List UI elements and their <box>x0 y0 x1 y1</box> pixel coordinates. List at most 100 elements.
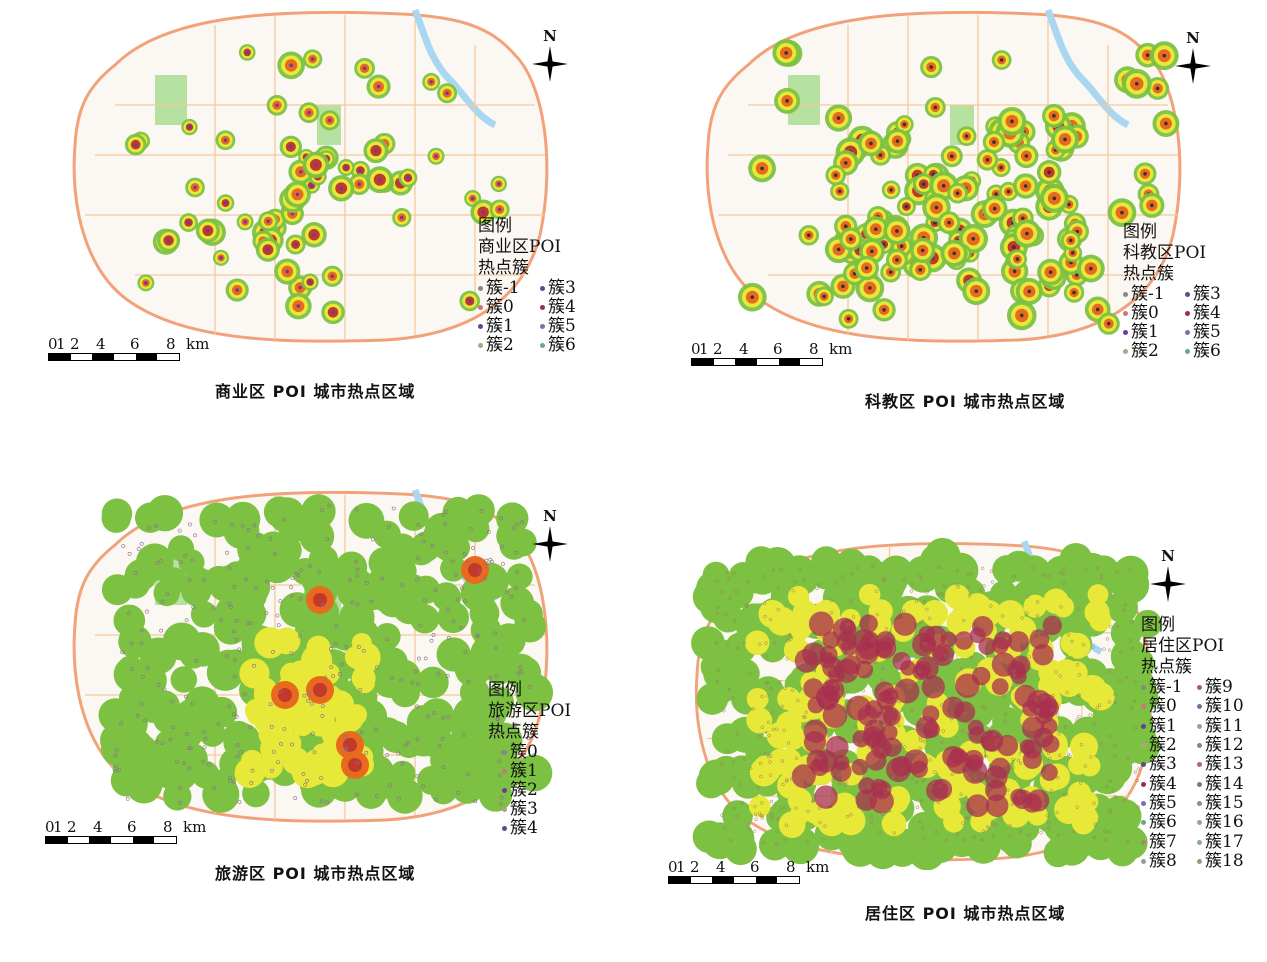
legend-dot-icon <box>478 343 483 348</box>
hotspot <box>1064 282 1084 302</box>
hotspot <box>459 291 480 312</box>
compass-icon <box>530 44 570 84</box>
heat-blob <box>779 811 806 838</box>
legend-item: 簇3 <box>1185 285 1247 304</box>
heat-blob <box>192 761 220 789</box>
hotspot <box>181 119 197 135</box>
legend-dot-icon <box>1141 743 1146 748</box>
heat-blob <box>721 579 749 607</box>
legend-dot-icon <box>1185 349 1190 354</box>
legend-item-label: 簇-1 <box>1131 285 1165 304</box>
legend-item-label: 簇4 <box>1149 775 1177 794</box>
legend-item-label: 簇8 <box>1149 852 1177 871</box>
legend-dot-icon <box>502 750 507 755</box>
legend-subtitle: 热点簇 <box>1141 657 1257 678</box>
heat-dense <box>942 746 964 768</box>
heat-blob <box>191 601 217 627</box>
hotspot <box>179 213 198 232</box>
hotspot <box>872 298 895 321</box>
heat-blob <box>745 630 770 655</box>
heat-blob <box>390 761 416 787</box>
heat-blob <box>301 494 335 528</box>
heat-dense <box>992 678 1009 695</box>
legend-dot-icon <box>540 343 545 348</box>
hotspot <box>226 278 249 301</box>
scale-unit: km <box>183 818 206 836</box>
hotspot <box>366 166 393 193</box>
caption-residential: 居住区 POI 城市热点区域 <box>865 900 1065 924</box>
legend-item: 簇-1 <box>478 279 540 298</box>
legend-item-label: 簇2 <box>1131 342 1159 361</box>
hotspot <box>303 49 322 68</box>
scale-tick-label: 2 <box>690 858 700 876</box>
legend-dot-icon <box>1197 724 1202 729</box>
heat-blob <box>788 586 809 607</box>
hotspot <box>1061 231 1081 251</box>
heat-blob <box>710 756 742 788</box>
legend-dot-icon <box>1197 762 1202 767</box>
legend-item-label: 簇18 <box>1205 852 1244 871</box>
heat-dense <box>911 761 928 778</box>
hotspot <box>1152 110 1179 137</box>
heat-dense <box>826 736 849 759</box>
hotspot <box>1008 249 1027 268</box>
heat-blob <box>1054 659 1078 683</box>
legend-item: 簇8 <box>1141 852 1197 871</box>
legend-dot-icon <box>1141 704 1146 709</box>
heat-blob <box>392 582 419 609</box>
hotspot <box>938 211 961 234</box>
heat-dense <box>893 613 916 636</box>
legend-dot-icon <box>1141 820 1146 825</box>
hotspot <box>217 194 235 212</box>
heat-blob <box>102 504 131 533</box>
heat-blob <box>1078 675 1106 703</box>
legend-item-label: 簇3 <box>548 279 576 298</box>
hotspot <box>748 154 776 182</box>
hotspot <box>274 258 300 284</box>
hotspot <box>774 88 800 114</box>
hotspot <box>125 134 147 156</box>
heat-dense <box>992 637 1009 654</box>
legend-dot-icon <box>1197 704 1202 709</box>
legend-item: 簇1 <box>1141 717 1197 736</box>
legend-item: 簇0 <box>478 298 540 317</box>
legend-item: 簇1 <box>502 762 564 781</box>
legend-title: 图例 <box>1141 615 1257 636</box>
legend-item: 簇18 <box>1197 852 1257 871</box>
legend-dot-icon <box>1197 840 1202 845</box>
legend-subtitle: 商业区POI <box>478 237 602 258</box>
legend-education: 图例 科教区POI 热点簇 簇-1 簇0 簇1 簇2 簇3 簇4 簇5 簇6 <box>1123 222 1247 361</box>
hotspot <box>428 148 445 165</box>
legend-item-label: 簇4 <box>1193 304 1221 323</box>
scale-tick-label: 2 <box>70 335 80 353</box>
hotspot <box>1037 160 1061 184</box>
legend-item-label: 簇0 <box>486 298 514 317</box>
heat-blob <box>758 600 786 628</box>
hotspot <box>1037 259 1064 286</box>
hotspot <box>910 238 935 263</box>
scale-bar: 0 1 2 4 6 8 km <box>691 340 823 366</box>
heat-dense <box>926 779 948 801</box>
hotspot <box>962 277 990 305</box>
scale-tick-label: 8 <box>163 818 173 836</box>
hotspot <box>280 136 302 158</box>
heat-blob <box>1107 836 1138 867</box>
legend-tourism: 图例 旅游区POI 热点簇 簇0 簇1 簇2 簇3 簇4 <box>488 680 626 838</box>
compass-icon <box>1148 564 1188 604</box>
legend-title: 图例 <box>1123 222 1247 243</box>
legend-item-label: 簇1 <box>510 762 538 781</box>
hotspot <box>363 138 388 163</box>
legend-title: 图例 <box>488 680 626 701</box>
heat-blob <box>712 723 743 754</box>
heat-dense <box>925 626 946 647</box>
hotspot <box>216 130 236 150</box>
heat-blob <box>507 563 533 589</box>
hotspot <box>1051 125 1079 153</box>
scale-tick-label: 6 <box>750 858 760 876</box>
hotspot <box>185 178 205 198</box>
legend-item-label: 簇3 <box>1149 755 1177 774</box>
legend-dot-icon <box>1141 859 1146 864</box>
heat-blob <box>492 623 526 657</box>
legend-dot-icon <box>1197 859 1202 864</box>
hotspot <box>256 238 280 262</box>
